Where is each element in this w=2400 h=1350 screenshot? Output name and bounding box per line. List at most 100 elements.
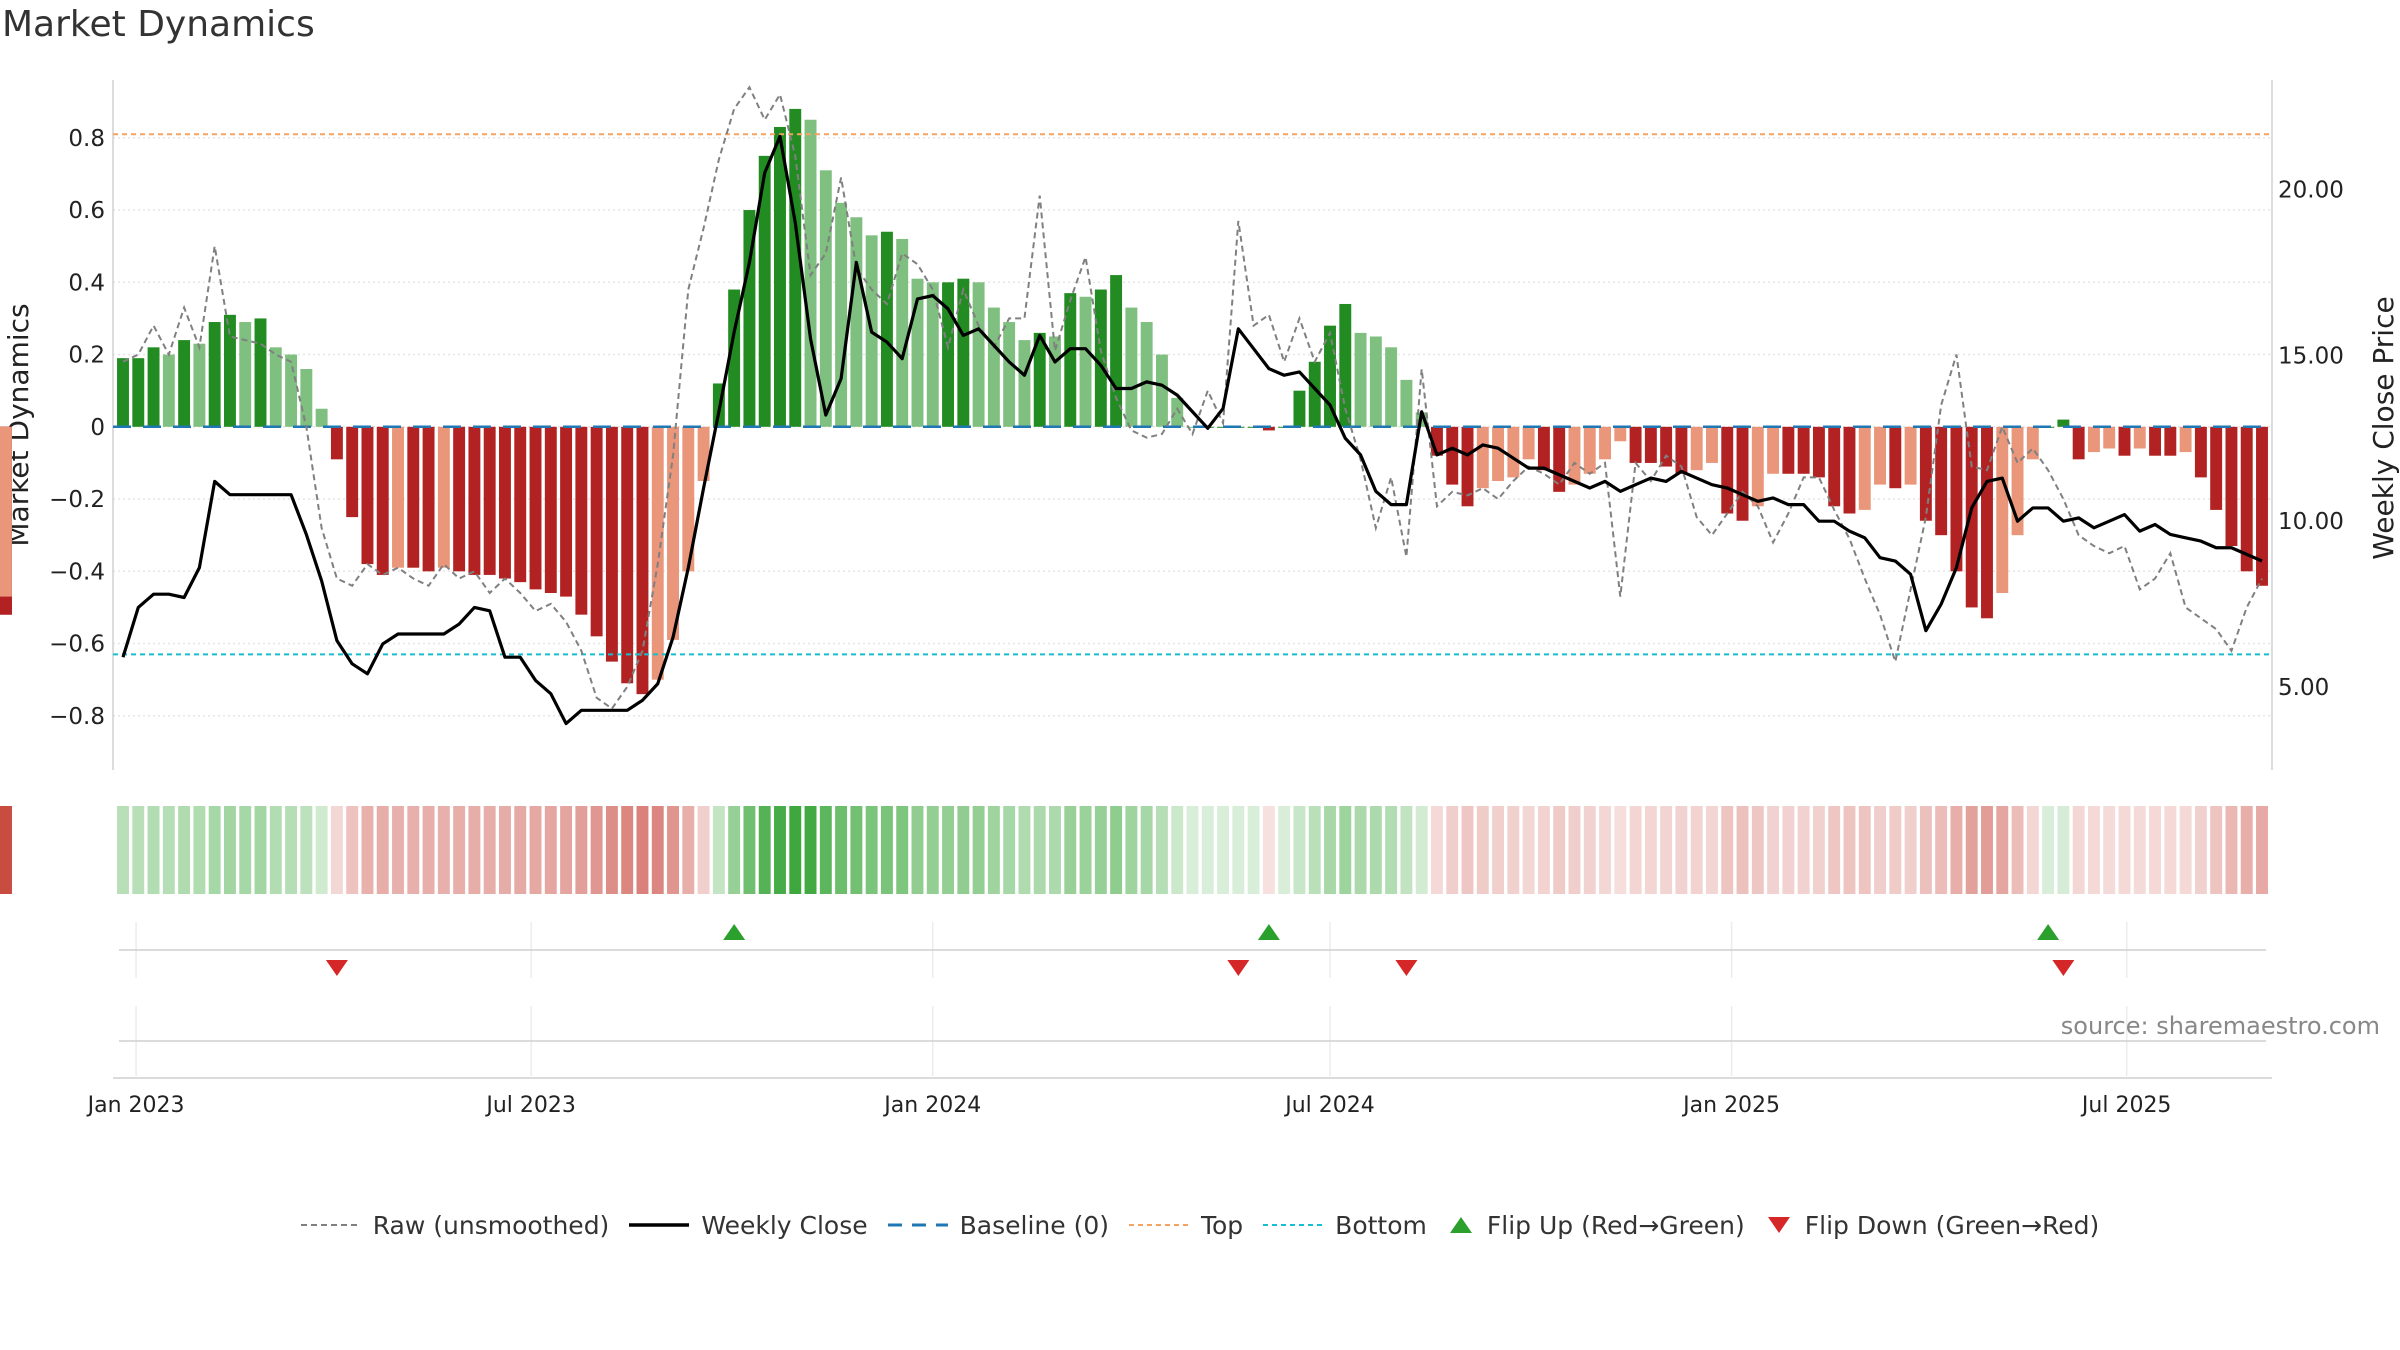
strip-band (1217, 806, 1230, 894)
bar (2225, 426, 2238, 547)
strip-band (1629, 806, 1642, 894)
bar (896, 238, 909, 427)
strip-band (1507, 806, 1520, 894)
bar (1171, 397, 1184, 427)
bar (621, 426, 634, 684)
bar (2179, 426, 2192, 453)
strip-band (1247, 806, 1260, 894)
bar (605, 426, 618, 662)
bar (743, 210, 756, 427)
bar (361, 426, 374, 565)
strip-band (1385, 806, 1398, 894)
strip-band (1293, 806, 1306, 894)
strip-band (346, 806, 359, 894)
strip-band (1522, 806, 1535, 894)
strip-band (636, 806, 649, 894)
bar (193, 343, 206, 427)
y-tick-label: 0.2 (68, 343, 105, 369)
strip-band (1583, 806, 1596, 894)
strip-band (1996, 806, 2009, 894)
strip-band (2072, 806, 2085, 894)
bar (392, 426, 404, 568)
legend-label: Flip Up (Red→Green) (1486, 1210, 1745, 1240)
strip-band (2057, 806, 2070, 894)
strip-band (1186, 806, 1199, 894)
legend-label: Bottom (1335, 1210, 1427, 1240)
bar (1858, 426, 1871, 510)
bar (300, 369, 313, 427)
bar (315, 408, 328, 427)
bar (0, 426, 12, 597)
bar (1812, 426, 1825, 478)
bar (132, 358, 145, 427)
strip-band (850, 806, 863, 894)
strip-band (1843, 806, 1856, 894)
strip-band (1919, 806, 1932, 894)
strip-band (1232, 806, 1245, 894)
strip-band (2164, 806, 2177, 894)
bar (1950, 426, 1963, 572)
bar (1125, 307, 1138, 427)
bar (575, 426, 588, 615)
y2-tick-label: 10.00 (2278, 509, 2344, 535)
legend-swatch (887, 1223, 948, 1227)
strip-band (2087, 806, 2100, 894)
bar (422, 426, 435, 572)
bar (2149, 426, 2162, 456)
y2-tick-label: 15.00 (2278, 343, 2344, 369)
bar (1537, 426, 1550, 471)
strip-band (269, 806, 282, 894)
legend-item: Top (1128, 1211, 1243, 1240)
strip-band (1339, 806, 1352, 894)
strip-band (1660, 806, 1673, 894)
bar (1828, 426, 1841, 507)
strip-band (1171, 806, 1184, 894)
bar (285, 354, 298, 427)
bar (1782, 426, 1795, 474)
bar (1797, 426, 1810, 474)
strip-band (651, 806, 664, 894)
strip-band (2256, 806, 2268, 894)
strip-band (621, 806, 634, 894)
x-tick-label: Jul 2025 (2080, 1093, 2172, 1118)
strip-band (499, 806, 511, 894)
bar (957, 278, 970, 427)
bar (1492, 426, 1505, 481)
bar (1965, 426, 1978, 608)
bar (468, 426, 481, 575)
strip-band (1736, 806, 1749, 894)
source-credit: source: sharemaestro.com (2060, 1012, 2380, 1040)
strip-band (1018, 806, 1031, 894)
strip-band (437, 806, 450, 894)
strip-band (1751, 806, 1764, 894)
strip-band (2011, 806, 2024, 894)
strip-band (483, 806, 496, 894)
bar (2026, 426, 2039, 460)
strip-band (0, 806, 12, 894)
strip-band (1201, 806, 1214, 894)
strip-band (804, 806, 817, 894)
strip-band (0, 806, 12, 894)
strip-band (468, 806, 481, 894)
bar (651, 426, 664, 680)
strip-band (147, 806, 160, 894)
bar (2072, 426, 2085, 460)
strip-band (789, 806, 802, 894)
bar (1843, 426, 1856, 514)
strip-band (1324, 806, 1336, 894)
strip-band (453, 806, 466, 894)
bar (2194, 426, 2207, 478)
strip-band (1033, 806, 1046, 894)
legend-swatch (1128, 1224, 1189, 1226)
bar (850, 217, 863, 427)
bar (1614, 426, 1627, 442)
bar (880, 231, 893, 427)
bar (1919, 426, 1932, 521)
bar (560, 426, 573, 597)
bar (819, 170, 832, 427)
x-tick-label: Jul 2024 (1283, 1093, 1375, 1118)
strip-band (2103, 806, 2116, 894)
bar (942, 282, 955, 427)
strip-band (987, 806, 1000, 894)
